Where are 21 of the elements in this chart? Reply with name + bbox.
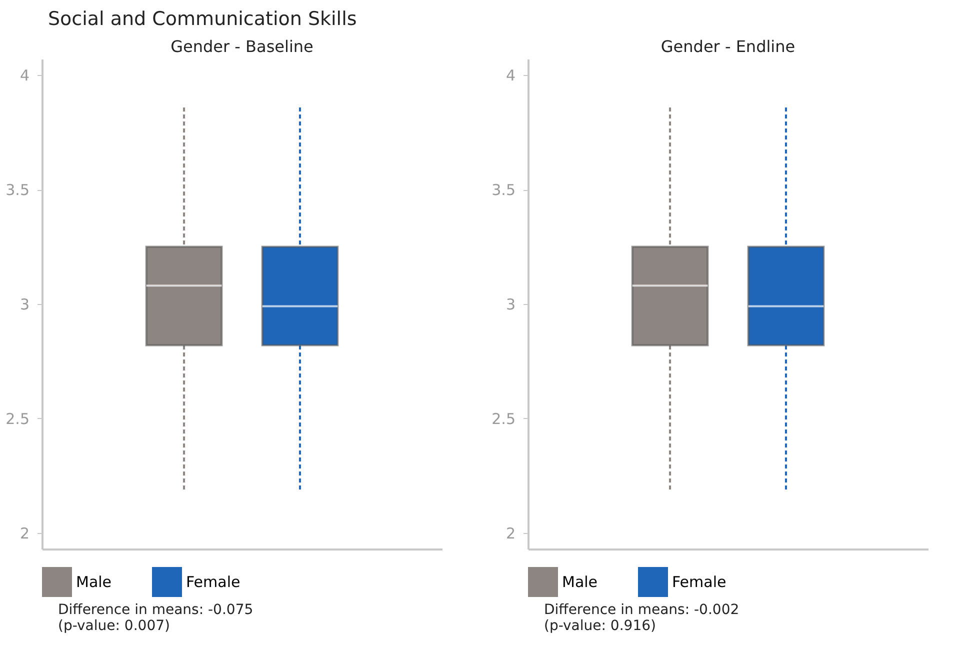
- chart-subtitle: Gender - Baseline: [170, 37, 314, 56]
- y-tick-label: 3: [506, 296, 516, 314]
- y-tick-label: 2: [20, 524, 30, 542]
- legend-label: Male: [76, 573, 112, 591]
- text: Difference in means: -0.002: [543, 602, 740, 618]
- text: (p-value: 0.916): [543, 618, 657, 634]
- y-tick-label: 3: [20, 296, 30, 314]
- chart-title: Gender - Endline: [660, 37, 796, 56]
- y-tick-label: 3.5: [6, 181, 30, 200]
- y-tick-label: 4: [20, 66, 30, 85]
- text: (p-value: 0.007): [57, 618, 171, 634]
- chart-title: Social and Communication Skills: [47, 7, 358, 32]
- y-tick-label: 2.5: [492, 410, 516, 428]
- y-tick-label: 4: [506, 66, 516, 85]
- legend-label: Male: [562, 573, 598, 591]
- legend-label: Female: [672, 573, 726, 591]
- y-tick-label: 2: [506, 524, 516, 542]
- legend-label: Female: [186, 573, 240, 591]
- y-tick-label: 2.5: [6, 410, 30, 428]
- y-tick-label: 3.5: [492, 181, 516, 200]
- text: Difference in means: -0.075: [57, 602, 254, 618]
